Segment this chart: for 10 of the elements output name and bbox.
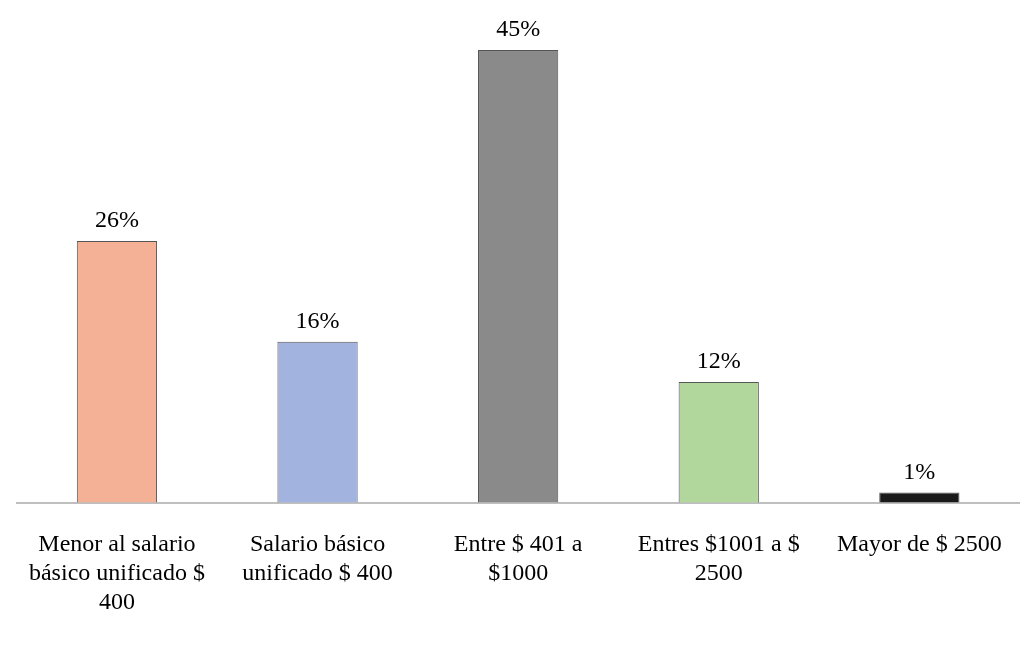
x-tick-label: Entre $ 401 a $1000 [453,530,583,586]
x-tick-label: Mayor de $ 2500 [837,530,1002,557]
x-tick-label: Salario básico unificado $ 400 [242,530,393,586]
data-label: 1% [903,457,936,484]
data-label: 45% [496,15,541,42]
data-label: 16% [295,306,340,333]
x-tick-label: Menor al salario básico unificado $ 400 [28,530,205,614]
x-tick-label: Entres $1001 a $ 2500 [637,530,800,586]
data-label: 12% [696,347,741,374]
data-label: 26% [94,206,139,233]
